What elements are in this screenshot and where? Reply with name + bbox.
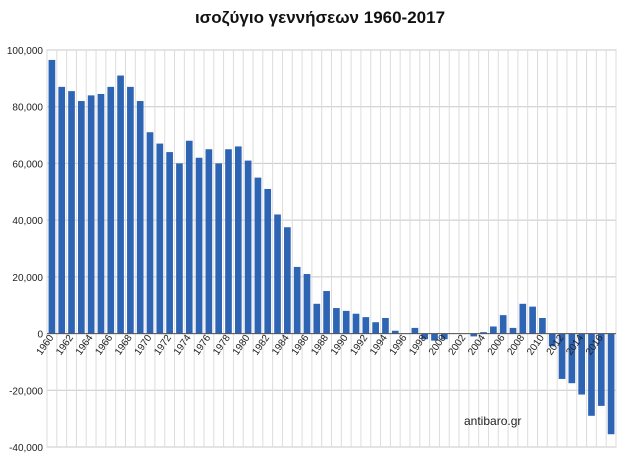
x-tick-label: 1996 xyxy=(388,333,410,358)
chart-title: ισοζύγιο γεννήσεων 1960-2017 xyxy=(194,8,446,27)
bar-1965 xyxy=(97,93,105,334)
bar-2006 xyxy=(499,315,507,334)
bar-1974 xyxy=(185,140,193,334)
bar-1992 xyxy=(362,317,370,334)
bar-1963 xyxy=(78,101,85,334)
x-tick-label: 1962 xyxy=(54,333,76,358)
bar-1986 xyxy=(303,274,311,334)
bar-1984 xyxy=(284,227,291,334)
x-tick-label: 1970 xyxy=(133,333,155,358)
bar-1961 xyxy=(58,86,66,334)
bar-2000 xyxy=(440,333,448,340)
bar-1967 xyxy=(117,75,124,334)
bar-2007 xyxy=(509,327,517,334)
bar-2012 xyxy=(558,333,566,379)
bar-2009 xyxy=(529,306,536,334)
y-tick-label: 0 xyxy=(37,330,43,341)
bar-2013 xyxy=(568,333,576,384)
bar-2003 xyxy=(470,333,478,337)
bar-1983 xyxy=(274,214,281,334)
y-tick-label: 40,000 xyxy=(12,216,43,227)
bar-1993 xyxy=(372,322,379,334)
bar-2016 xyxy=(597,333,605,406)
bar-2017 xyxy=(607,333,615,435)
bar-2011 xyxy=(548,333,556,347)
bar-1981 xyxy=(254,177,262,334)
bar-1991 xyxy=(352,313,360,334)
watermark-text: antibaro.gr xyxy=(464,414,522,428)
bar-1988 xyxy=(323,291,330,334)
bar-1994 xyxy=(382,317,389,334)
bar-2010 xyxy=(539,317,546,334)
y-tick-label: -20,000 xyxy=(9,386,43,397)
bar-1982 xyxy=(264,188,272,334)
x-tick-label: 2006 xyxy=(486,333,508,358)
bar-1970 xyxy=(146,132,154,334)
bar-1978 xyxy=(225,149,232,334)
bar-1977 xyxy=(215,163,223,334)
bar-1980 xyxy=(244,160,252,334)
bar-1968 xyxy=(127,86,134,334)
x-tick-label: 1972 xyxy=(152,333,174,358)
bar-1998 xyxy=(421,333,429,340)
x-tick-label: 2010 xyxy=(525,333,547,358)
y-tick-label: 80,000 xyxy=(12,103,43,114)
bar-1987 xyxy=(313,303,321,334)
x-tick-label: 1976 xyxy=(192,333,214,358)
x-tick-label: 1978 xyxy=(211,333,233,358)
bar-2008 xyxy=(519,303,527,334)
bar-1990 xyxy=(342,310,350,334)
bar-1995 xyxy=(391,330,399,334)
bar-1989 xyxy=(333,308,340,334)
y-tick-label: 100,000 xyxy=(7,46,44,57)
x-tick-label: 1992 xyxy=(349,333,371,358)
bar-1971 xyxy=(156,143,164,334)
bar-1964 xyxy=(87,95,95,334)
x-tick-label: 1968 xyxy=(113,333,135,358)
y-tick-label: -40,000 xyxy=(9,443,43,454)
bar-1972 xyxy=(166,152,173,334)
x-tick-label: 1990 xyxy=(329,333,351,358)
bar-1962 xyxy=(68,91,75,334)
x-tick-label: 1994 xyxy=(368,333,390,358)
x-tick-label: 2002 xyxy=(447,333,469,358)
x-tick-label: 1974 xyxy=(172,333,194,358)
y-tick-label: 60,000 xyxy=(12,159,43,170)
x-tick-label: 2008 xyxy=(505,333,527,358)
y-tick-label: 20,000 xyxy=(12,273,43,284)
x-tick-label: 1986 xyxy=(290,333,312,358)
bar-1976 xyxy=(205,149,213,334)
bar-1960 xyxy=(48,59,56,334)
bar-2014 xyxy=(578,333,585,395)
bar-1966 xyxy=(107,86,115,334)
bar-1997 xyxy=(411,327,419,334)
bar-2015 xyxy=(588,333,595,416)
bar-1985 xyxy=(293,266,301,334)
bar-2004 xyxy=(480,332,487,334)
bar-1975 xyxy=(195,157,203,334)
x-tick-label: 1980 xyxy=(231,333,253,358)
bar-1999 xyxy=(431,333,438,341)
x-tick-label: 1988 xyxy=(309,333,331,358)
x-tick-label: 1964 xyxy=(74,333,96,358)
x-tick-label: 1984 xyxy=(270,333,292,358)
bar-1969 xyxy=(136,101,144,334)
bar-1973 xyxy=(176,163,183,334)
x-tick-label: 1966 xyxy=(93,333,115,358)
x-tick-label: 2004 xyxy=(466,333,488,358)
bar-2005 xyxy=(490,326,497,334)
bar-1979 xyxy=(234,146,242,334)
x-tick-label: 1982 xyxy=(250,333,272,358)
